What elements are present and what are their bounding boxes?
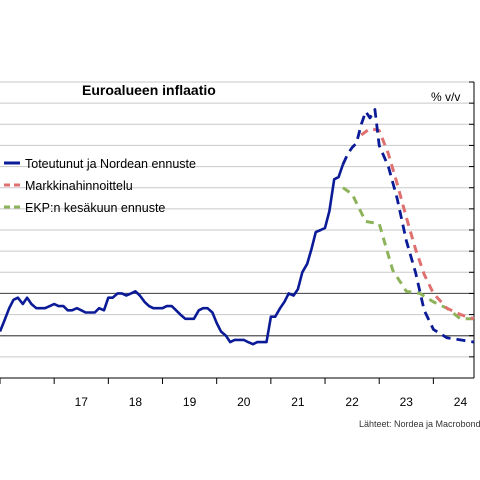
source-note: Lähteet: Nordea ja Macrobond <box>359 419 480 429</box>
legend-label-actual: Toteutunut ja Nordean ennuste <box>25 157 196 171</box>
x-tick-label: 17 <box>75 395 89 409</box>
legend-label-market: Markkinahinnoittelu <box>25 179 133 193</box>
x-tick-label: 21 <box>291 395 305 409</box>
series-actual-line <box>0 164 345 346</box>
reference-lines <box>0 292 474 337</box>
y-axis-ticks <box>469 81 474 379</box>
legend-label-ecb: EKP:n kesäkuun ennuste <box>25 201 165 215</box>
x-axis-ticks <box>0 378 434 384</box>
series-lines <box>0 108 475 346</box>
series-forecast-line <box>341 108 475 344</box>
x-tick-label: 22 <box>345 395 359 409</box>
x-tick-label: 20 <box>237 395 251 409</box>
x-tick-label: 23 <box>400 395 414 409</box>
x-tick-label: 19 <box>183 395 197 409</box>
unit-label: % v/v <box>431 90 460 104</box>
x-tick-label: 18 <box>129 395 143 409</box>
series-ecb-line <box>342 186 474 321</box>
x-tick-label: 24 <box>454 395 468 409</box>
chart-title: Euroalueen inflaatio <box>82 82 216 98</box>
series-market-line <box>360 127 475 321</box>
legend: Toteutunut ja Nordean ennuste Markkinahi… <box>4 157 196 215</box>
x-axis-labels: 17 18 19 20 21 22 23 24 <box>75 395 468 409</box>
